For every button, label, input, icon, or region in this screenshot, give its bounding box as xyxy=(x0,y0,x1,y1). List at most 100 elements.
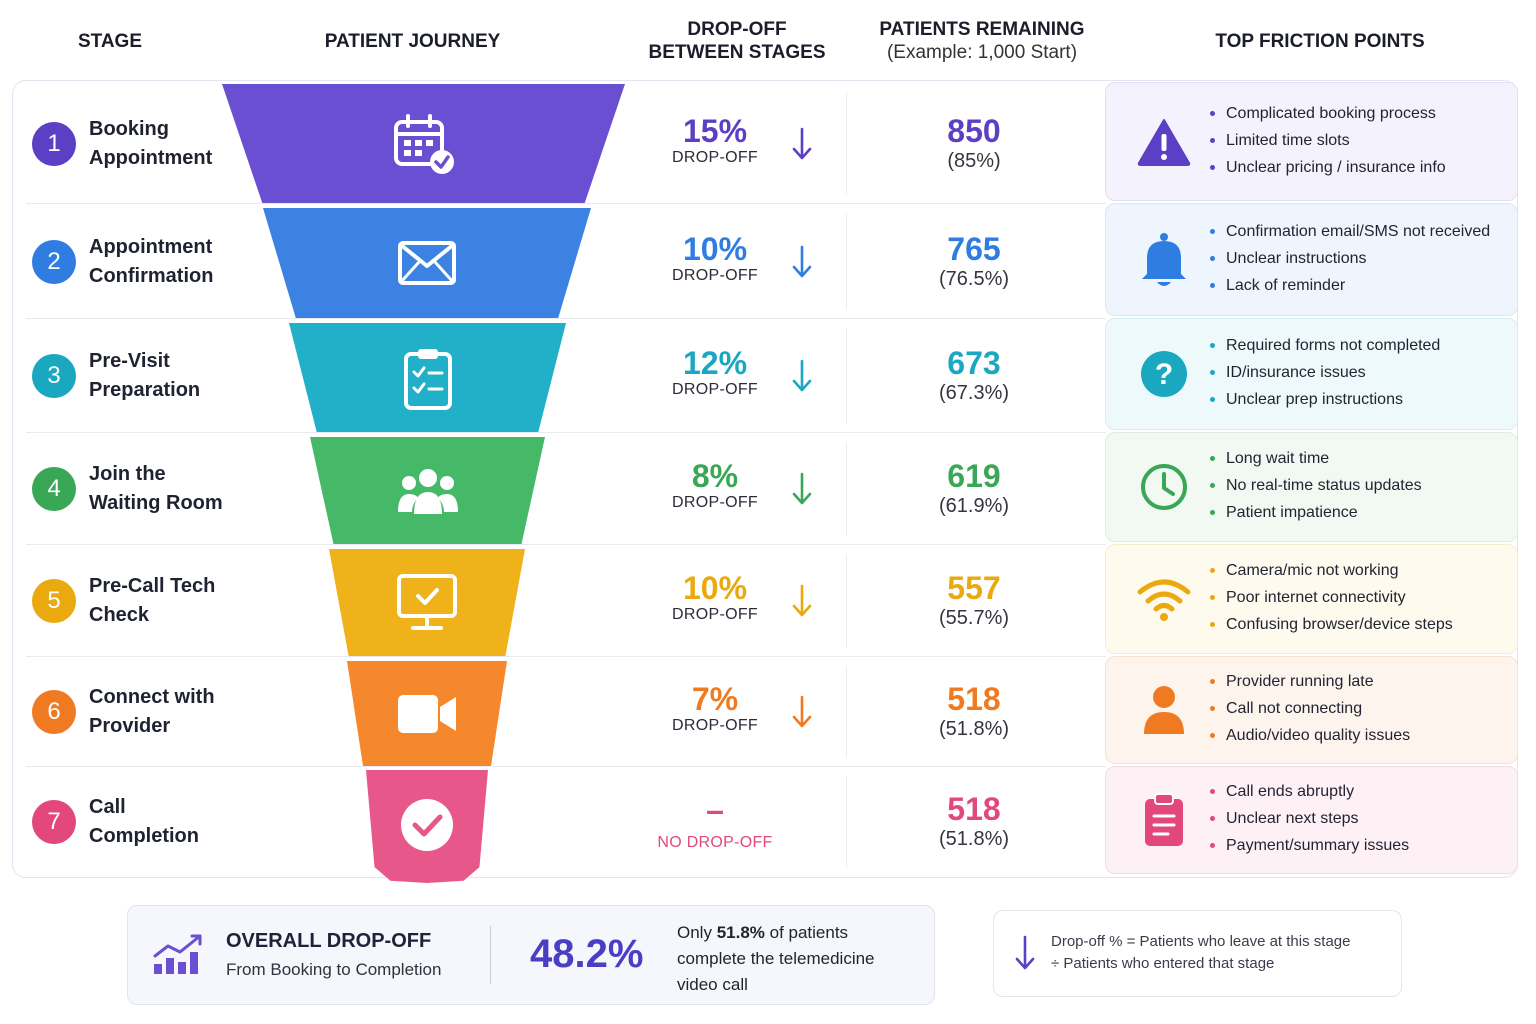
down-arrow-icon xyxy=(790,583,814,624)
column-divider xyxy=(846,92,847,195)
stage-name: Call Completion xyxy=(89,793,259,851)
column-divider xyxy=(846,776,847,868)
friction-list: Provider running late Call not connecting… xyxy=(1210,668,1410,749)
wifi-icon xyxy=(1136,576,1192,627)
header-dropoff: DROP-OFF BETWEEN STAGES xyxy=(632,18,842,64)
dropoff-label: NO DROP-OFF xyxy=(657,834,773,851)
dropoff-label: DROP-OFF xyxy=(672,381,758,398)
stage-name: Pre-Visit Preparation xyxy=(89,347,259,405)
clock-icon xyxy=(1139,462,1189,517)
row-divider xyxy=(26,656,1106,657)
stage-name-line2: Appointment xyxy=(89,146,213,169)
row-divider xyxy=(26,432,1106,433)
summary-divider xyxy=(490,926,491,984)
friction-item: Lack of reminder xyxy=(1210,272,1490,299)
down-arrow-icon xyxy=(790,694,814,735)
stage-name-line1: Appointment xyxy=(89,235,213,258)
patients-remaining-value: 557 xyxy=(947,570,1001,606)
check-circle-icon xyxy=(399,797,455,858)
video-camera-icon xyxy=(396,693,458,740)
overall-dropoff-text-line3: video call xyxy=(677,975,748,994)
funnel-segment xyxy=(310,437,545,544)
stage-name-line2: Completion xyxy=(89,825,199,847)
arrow-down-icon xyxy=(1015,935,1035,970)
stage-name-line2: Provider xyxy=(89,715,171,737)
dropoff-label: DROP-OFF xyxy=(672,717,758,734)
dropoff-value: 10% xyxy=(682,570,748,606)
patients-remaining-percent: (51.8%) xyxy=(938,718,1010,740)
stage-number-badge: 4 xyxy=(32,467,76,511)
dropoff-value: – xyxy=(706,792,724,828)
patients-remaining-value: 518 xyxy=(947,791,1001,827)
dropoff-label: DROP-OFF xyxy=(672,606,758,623)
header-patients-remaining: PATIENTS REMAINING (Example: 1,000 Start… xyxy=(858,18,1106,64)
stage-name-line1: Connect with xyxy=(89,686,215,708)
friction-item: Patient impatience xyxy=(1210,499,1422,526)
friction-item: Call not connecting xyxy=(1210,695,1410,722)
patients-remaining-value: 673 xyxy=(947,345,1001,381)
header-remaining-line1: PATIENTS REMAINING xyxy=(879,19,1085,40)
column-divider xyxy=(846,666,847,758)
friction-list: Required forms not completed ID/insurance… xyxy=(1210,332,1440,413)
formula-line1: Drop-off % = Patients who leave at this … xyxy=(1051,933,1351,950)
stage-name: Appointment Confirmation xyxy=(89,233,259,291)
patients-remaining-percent: (61.9%) xyxy=(938,495,1010,517)
overall-dropoff-card: OVERALL DROP-OFF From Booking to Complet… xyxy=(127,905,935,1005)
friction-list: Camera/mic not working Poor internet conn… xyxy=(1210,557,1453,638)
column-divider xyxy=(846,554,847,648)
stage-name-line2: Preparation xyxy=(89,379,201,401)
dropoff-value: 10% xyxy=(682,230,748,267)
stage-number-badge: 2 xyxy=(32,239,76,284)
formula-line2: ÷ Patients who entered that stage xyxy=(1051,955,1275,972)
stage-name-line2: Check xyxy=(89,604,150,626)
stage-number-badge: 7 xyxy=(32,800,76,844)
monitor-check-icon xyxy=(396,573,458,638)
friction-list: Call ends abruptly Unclear next steps Paym… xyxy=(1210,778,1409,859)
stage-name-line2: Confirmation xyxy=(89,264,214,287)
stage-name-line1: Booking xyxy=(89,117,169,140)
stage-name: Booking Appointment xyxy=(89,115,259,173)
funnel-segment xyxy=(289,323,566,432)
friction-item: Confusing browser/device steps xyxy=(1210,611,1453,638)
dropoff-label: DROP-OFF xyxy=(672,148,758,166)
alert-triangle-icon xyxy=(1136,117,1192,172)
friction-points-card: Camera/mic not working Poor internet conn… xyxy=(1105,544,1518,654)
friction-item: Unclear next steps xyxy=(1210,805,1409,832)
text-bold-value: 51.8% xyxy=(716,923,765,942)
friction-item: Required forms not completed xyxy=(1210,332,1440,359)
svg-text:?: ? xyxy=(1155,358,1173,391)
overall-dropoff-title: OVERALL DROP-OFF xyxy=(226,930,432,952)
column-divider xyxy=(846,328,847,424)
patients-remaining-percent: (51.8%) xyxy=(938,828,1010,850)
patients-remaining-percent: (55.7%) xyxy=(938,607,1010,629)
stage-name-line1: Pre-Call Tech xyxy=(89,575,216,597)
friction-item: ID/insurance issues xyxy=(1210,359,1440,386)
patients-remaining-value: 765 xyxy=(947,230,1001,267)
patients-remaining-percent: (85%) xyxy=(947,149,1001,172)
friction-points-card: Provider running late Call not connecting… xyxy=(1105,656,1518,764)
text-prefix: Only xyxy=(677,923,717,942)
overall-dropoff-subtitle: From Booking to Completion xyxy=(226,960,442,979)
friction-points-card: ? Required forms not completed ID/insuranc… xyxy=(1105,318,1518,430)
funnel-segment xyxy=(263,208,591,318)
stage-name: Connect with Provider xyxy=(89,683,259,741)
stage-name-line1: Join the xyxy=(89,463,166,485)
patients-remaining-percent: (67.3%) xyxy=(938,382,1010,404)
growth-chart-icon xyxy=(153,934,202,974)
stage-number-badge: 5 xyxy=(32,579,76,623)
friction-item: Limited time slots xyxy=(1210,127,1446,154)
friction-list: Complicated booking process Limited time … xyxy=(1210,100,1446,181)
funnel-segment xyxy=(222,84,625,203)
header-dropoff-line1: DROP-OFF xyxy=(687,19,787,40)
patients-remaining-value: 518 xyxy=(947,681,1001,717)
friction-item: Confirmation email/SMS not received xyxy=(1210,218,1490,245)
friction-points-card: Long wait time No real-time status update… xyxy=(1105,432,1518,542)
stage-name-line1: Pre-Visit xyxy=(89,350,170,372)
overall-dropoff-text: Only 51.8% of patients complete the tele… xyxy=(677,920,917,998)
patients-remaining-value: 619 xyxy=(947,458,1001,494)
friction-item: Unclear instructions xyxy=(1210,245,1490,272)
bell-icon xyxy=(1139,232,1189,293)
formula-legend: Drop-off % = Patients who leave at this … xyxy=(993,910,1402,997)
friction-item: Long wait time xyxy=(1210,445,1422,472)
dropoff-value: 12% xyxy=(682,345,748,381)
